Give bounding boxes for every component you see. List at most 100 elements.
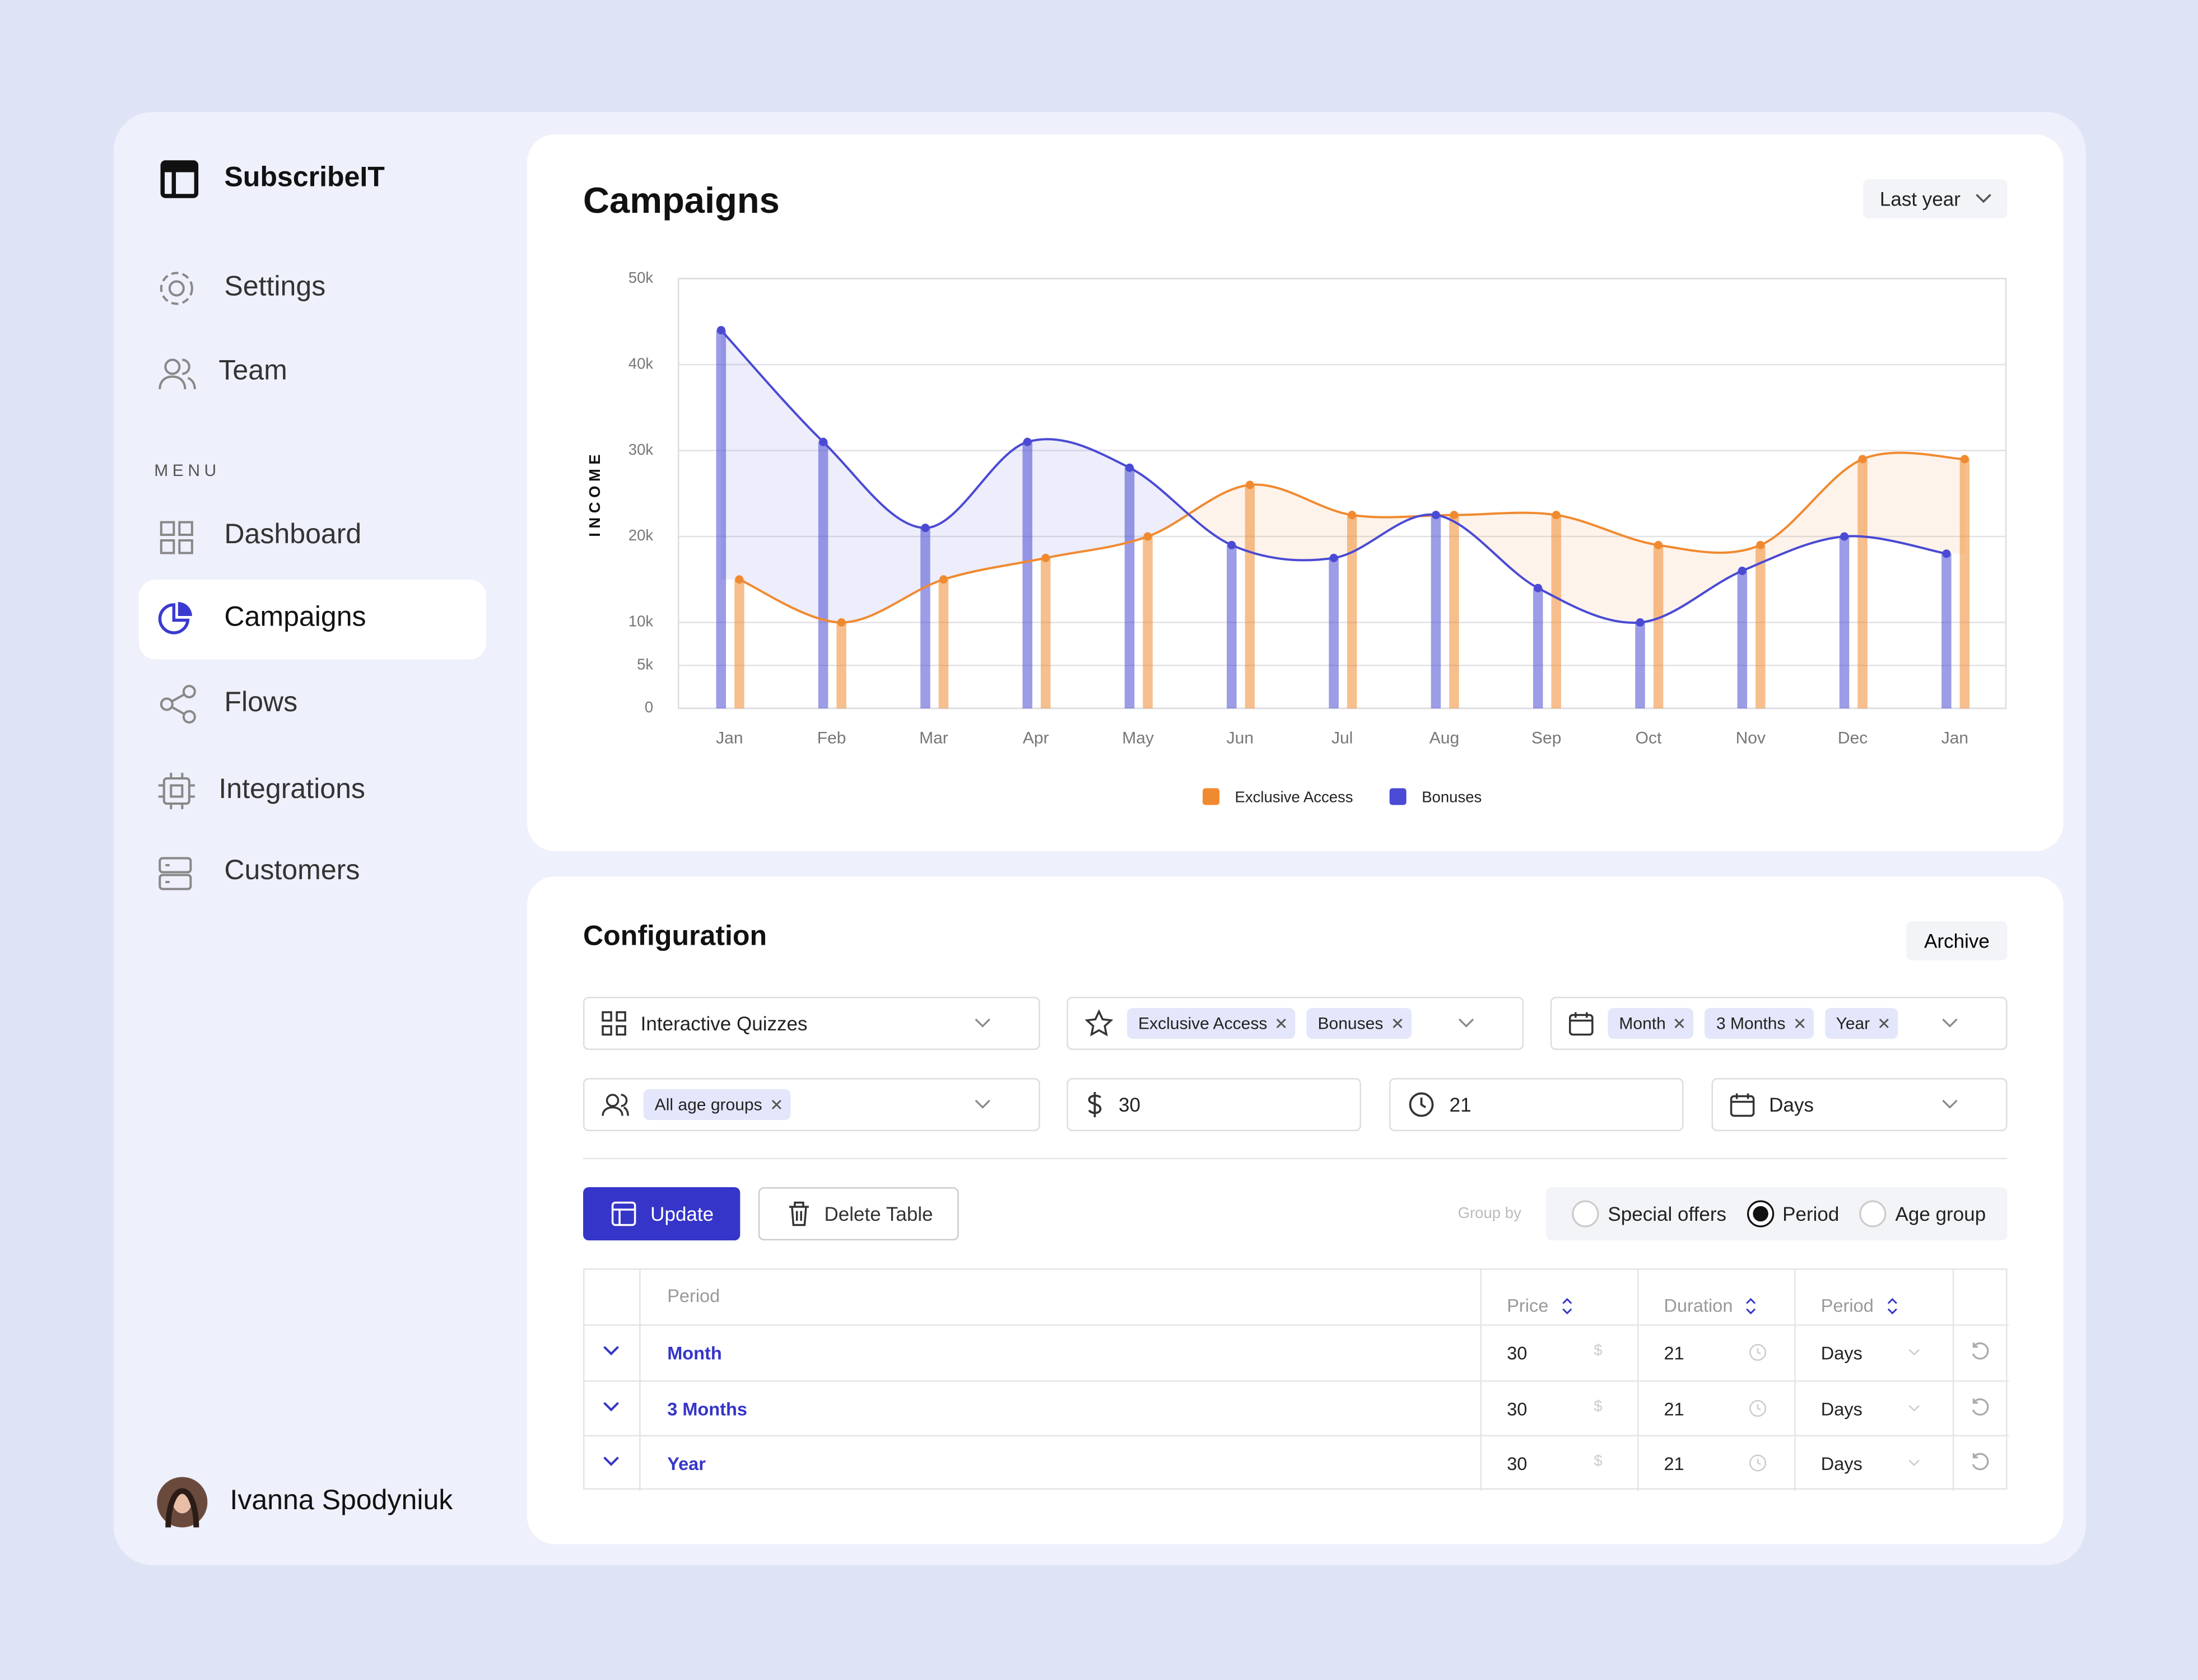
x-tick-label: Sep bbox=[1531, 729, 1561, 748]
configuration-title: Configuration bbox=[583, 921, 767, 952]
nav-item[interactable]: Flows bbox=[224, 687, 298, 718]
chart-panel: Campaigns Last year 0 5k 10k 20k 30k 40k 50k IN… bbox=[527, 134, 2064, 851]
chart-title: Campaigns bbox=[583, 179, 780, 221]
point bbox=[1348, 511, 1357, 520]
column-header[interactable]: Duration bbox=[1664, 1295, 1758, 1316]
chip-remove[interactable] bbox=[1674, 1018, 1685, 1029]
expand-icon[interactable] bbox=[603, 1346, 620, 1357]
point bbox=[1534, 584, 1543, 592]
group-by-options: Special offers Period Age group bbox=[1546, 1187, 2008, 1240]
duration-input[interactable]: 21 bbox=[1389, 1078, 1684, 1131]
chip-remove[interactable] bbox=[771, 1099, 782, 1110]
offer-type: Interactive Quizzes bbox=[640, 1012, 808, 1035]
expand-icon[interactable] bbox=[603, 1456, 620, 1467]
point bbox=[716, 326, 725, 335]
bar bbox=[1755, 545, 1766, 708]
point bbox=[1329, 553, 1338, 562]
nav-item[interactable]: Integrations bbox=[218, 774, 365, 805]
reset-icon[interactable] bbox=[1969, 1341, 1989, 1361]
chip-list: All age groups bbox=[643, 1089, 802, 1120]
periods-select[interactable]: Month 3 Months Year bbox=[1550, 997, 2008, 1050]
period-link[interactable]: Month bbox=[667, 1342, 722, 1364]
y-tick-label: 50k bbox=[628, 269, 654, 286]
expand-icon[interactable] bbox=[603, 1401, 620, 1412]
update-button[interactable]: Update bbox=[583, 1187, 741, 1240]
bar bbox=[1635, 622, 1645, 708]
chip-remove[interactable] bbox=[1794, 1018, 1805, 1029]
y-tick-label: 0 bbox=[645, 698, 653, 716]
delete-button[interactable]: Delete Table bbox=[758, 1187, 959, 1240]
chip: Year bbox=[1824, 1008, 1898, 1039]
chevron[interactable] bbox=[1908, 1348, 1921, 1357]
chip-remove[interactable] bbox=[1878, 1018, 1889, 1029]
point bbox=[1023, 437, 1032, 446]
reset-icon[interactable] bbox=[1969, 1452, 1989, 1472]
bar bbox=[1347, 515, 1357, 708]
offer-type-select[interactable]: Interactive Quizzes bbox=[583, 997, 1040, 1050]
x-tick-label: May bbox=[1122, 729, 1154, 748]
clock-icon bbox=[1409, 1092, 1434, 1117]
unit-cell: Days bbox=[1820, 1398, 1862, 1419]
settings-icon bbox=[160, 272, 193, 305]
duration-cell: 21 bbox=[1664, 1342, 1684, 1364]
period-link[interactable]: 3 Months bbox=[667, 1398, 747, 1419]
calendar-icon bbox=[1569, 1012, 1594, 1036]
point bbox=[837, 618, 846, 627]
point bbox=[1245, 480, 1254, 489]
point bbox=[735, 575, 744, 584]
chip: Bonuses bbox=[1306, 1008, 1412, 1039]
point bbox=[1125, 463, 1134, 472]
radio-option[interactable]: Special offers bbox=[1571, 1200, 1726, 1228]
column-header[interactable]: Period bbox=[1820, 1295, 1899, 1317]
sort-icon bbox=[1887, 1297, 1897, 1314]
column-header-label: Period bbox=[1820, 1295, 1874, 1317]
brand-logo bbox=[160, 160, 199, 198]
nav-item[interactable]: Customers bbox=[224, 855, 360, 886]
reset-icon[interactable] bbox=[1969, 1397, 1989, 1416]
period-link[interactable]: Year bbox=[667, 1453, 706, 1474]
legend-label: Bonuses bbox=[1422, 788, 1482, 806]
star-icon bbox=[1084, 1009, 1113, 1037]
duration-unit-select[interactable]: Days bbox=[1711, 1078, 2008, 1131]
price-input[interactable]: 30 bbox=[1067, 1078, 1361, 1131]
nav-item[interactable]: Settings bbox=[224, 272, 326, 302]
bar bbox=[1551, 515, 1562, 708]
x-tick-label: Aug bbox=[1429, 729, 1459, 748]
radio-option[interactable]: Period bbox=[1746, 1200, 1839, 1228]
chip-remove[interactable] bbox=[1275, 1018, 1287, 1029]
price-cell: 30 bbox=[1507, 1398, 1528, 1419]
chip-remove[interactable] bbox=[1391, 1018, 1403, 1029]
sort-icon bbox=[1562, 1297, 1572, 1314]
radio bbox=[1746, 1200, 1774, 1228]
bar bbox=[920, 528, 930, 708]
menu-label: MENU bbox=[154, 460, 221, 480]
point bbox=[1840, 532, 1849, 541]
table-row: 3 Months 30 $ 21 Days bbox=[584, 1379, 2009, 1436]
x-tick-label: Jul bbox=[1331, 729, 1353, 748]
bar bbox=[1041, 558, 1051, 708]
archive-button[interactable]: Archive bbox=[1906, 921, 2008, 960]
sort-icon bbox=[1746, 1297, 1756, 1314]
chevron[interactable] bbox=[1908, 1403, 1921, 1412]
legend-label: Exclusive Access bbox=[1235, 788, 1353, 806]
nav-item[interactable]: Dashboard bbox=[224, 519, 362, 550]
bar bbox=[1653, 545, 1664, 708]
point bbox=[1552, 511, 1561, 520]
offers-select[interactable]: Exclusive Access Bonuses bbox=[1067, 997, 1524, 1050]
radio-option[interactable]: Age group bbox=[1859, 1200, 1986, 1228]
chip-label: Exclusive Access bbox=[1138, 1014, 1268, 1033]
dollar-icon bbox=[1088, 1092, 1102, 1117]
column-header-label: Price bbox=[1507, 1295, 1549, 1317]
age-select[interactable]: All age groups bbox=[583, 1078, 1040, 1131]
nav-item[interactable]: Team bbox=[218, 356, 287, 386]
configuration-panel: Configuration Archive Interactive Quizze… bbox=[527, 876, 2064, 1544]
period-dropdown[interactable]: Last year bbox=[1862, 179, 2008, 218]
archive-label: Archive bbox=[1924, 930, 1990, 952]
point bbox=[1738, 566, 1747, 575]
chevron[interactable] bbox=[1908, 1459, 1921, 1467]
chip-label: Bonuses bbox=[1317, 1014, 1384, 1033]
table-row: Month 30 $ 21 Days bbox=[584, 1324, 2009, 1380]
column-header[interactable]: Price bbox=[1507, 1295, 1573, 1317]
duration-value: 21 bbox=[1449, 1093, 1471, 1116]
nav-item[interactable]: Campaigns bbox=[224, 602, 366, 633]
